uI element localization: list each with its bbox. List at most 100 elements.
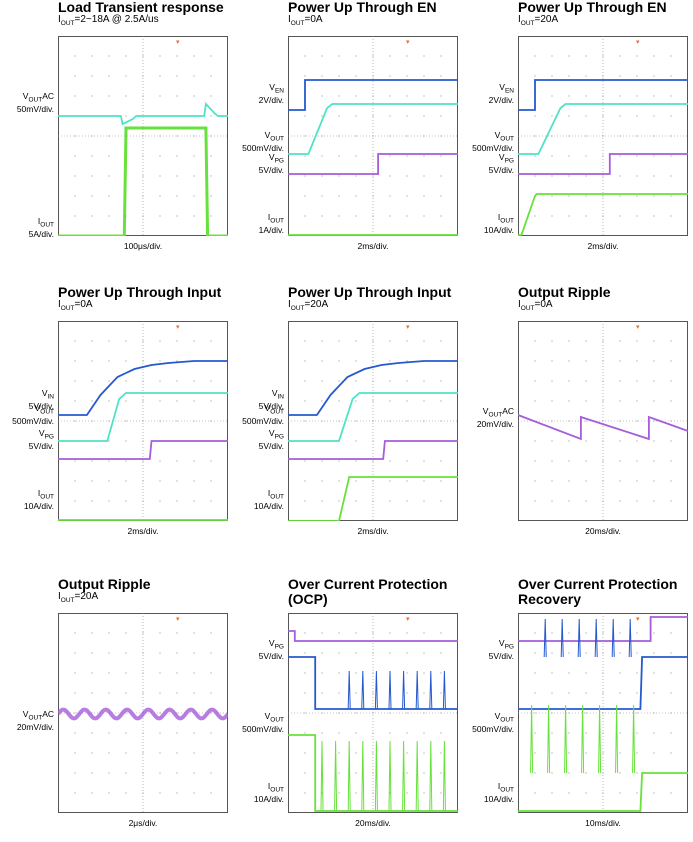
grid-dot xyxy=(91,195,93,197)
grid-dot xyxy=(585,115,587,117)
grid-dot xyxy=(321,195,323,197)
grid-dot xyxy=(108,360,110,362)
trace-spike xyxy=(402,670,406,710)
panel-title-line: Output Ripple xyxy=(518,284,611,300)
grid-dot xyxy=(534,175,536,177)
grid-dot xyxy=(159,75,161,77)
grid-dot xyxy=(406,215,408,217)
channel-scale: 500mV/div. xyxy=(472,142,514,153)
grid-dot xyxy=(619,752,621,754)
grid-dot xyxy=(108,195,110,197)
grid-dot xyxy=(355,95,357,97)
grid-dot xyxy=(534,480,536,482)
grid-dot xyxy=(159,732,161,734)
grid-dot xyxy=(125,672,127,674)
grid-dot xyxy=(304,420,306,422)
panel-title-line: Power Up Through Input xyxy=(58,284,222,300)
grid-dot xyxy=(321,175,323,177)
grid-dot xyxy=(440,380,442,382)
grid-dot xyxy=(91,215,93,217)
grid-dot xyxy=(670,55,672,57)
grid-dot xyxy=(176,135,178,137)
grid-dot xyxy=(125,460,127,462)
grid-dot xyxy=(74,480,76,482)
grid-dot xyxy=(338,55,340,57)
grid-dot xyxy=(636,420,638,422)
grid-dot xyxy=(159,692,161,694)
grid-dot xyxy=(619,380,621,382)
grid-dot xyxy=(321,732,323,734)
grid-dot xyxy=(125,712,127,714)
grid-dot xyxy=(108,215,110,217)
panel-subtitle: IOUT=0A xyxy=(518,299,553,312)
channel-name: IOUT xyxy=(37,216,54,229)
grid-dot xyxy=(568,95,570,97)
grid-dot xyxy=(91,95,93,97)
grid-dot xyxy=(619,792,621,794)
scope-display: ▾ xyxy=(58,36,228,236)
grid-dot xyxy=(338,215,340,217)
grid-dot xyxy=(321,400,323,402)
grid-dot xyxy=(210,195,212,197)
grid-dot xyxy=(389,155,391,157)
channel-scale: 10A/div. xyxy=(253,793,284,804)
trace-blue xyxy=(58,360,228,416)
grid-dot xyxy=(74,672,76,674)
channel-scale: 10A/div. xyxy=(483,793,514,804)
grid-dot xyxy=(670,672,672,674)
scope-plot: ▾ xyxy=(288,36,458,236)
grid-dot xyxy=(619,55,621,57)
grid-dot xyxy=(193,75,195,77)
grid-dot xyxy=(176,175,178,177)
grid-dot xyxy=(423,380,425,382)
grid-dot xyxy=(585,360,587,362)
grid-dot xyxy=(321,500,323,502)
grid-dot xyxy=(423,95,425,97)
scope-panel: Output Ripple IOUT=0A ▾ VOUTAC 20mV/div. 20ms… xyxy=(477,284,693,550)
timebase-label: 2ms/div. xyxy=(357,526,389,536)
grid-dot xyxy=(193,692,195,694)
panel-subtitle: IOUT=20A xyxy=(518,14,559,27)
trace-spike xyxy=(543,618,547,658)
scope-plot: ▾ xyxy=(518,613,688,813)
grid-dot xyxy=(636,672,638,674)
grid-dot xyxy=(355,712,357,714)
scope-display: ▾ xyxy=(58,321,228,521)
channel-scale: 10A/div. xyxy=(23,500,54,511)
scope-display: ▾ xyxy=(288,613,458,813)
trace-cyan xyxy=(518,103,688,155)
grid-dot xyxy=(176,55,178,57)
channel-label: VIN 5V/div. xyxy=(0,389,54,411)
grid-dot xyxy=(74,752,76,754)
trigger-marker: ▾ xyxy=(176,39,180,46)
channel-label: VOUT 500mV/div. xyxy=(228,404,284,426)
channel-scale: 500mV/div. xyxy=(242,142,284,153)
grid-dot xyxy=(389,632,391,634)
grid-dot xyxy=(304,155,306,157)
grid-dot xyxy=(670,440,672,442)
grid-dot xyxy=(159,175,161,177)
grid-dot xyxy=(159,195,161,197)
grid-dot xyxy=(568,632,570,634)
trace-spike xyxy=(388,670,392,710)
grid-dot xyxy=(585,772,587,774)
grid-dot xyxy=(338,400,340,402)
grid-dot xyxy=(355,480,357,482)
channel-name: VPG xyxy=(268,428,284,441)
grid-dot xyxy=(125,632,127,634)
grid-dot xyxy=(440,95,442,97)
grid-dot xyxy=(74,215,76,217)
grid-dot xyxy=(176,95,178,97)
trace-blue xyxy=(288,656,458,710)
grid-dot xyxy=(585,632,587,634)
grid-dot xyxy=(125,692,127,694)
grid-dot xyxy=(653,652,655,654)
grid-dot xyxy=(210,752,212,754)
grid-dot xyxy=(406,195,408,197)
grid-dot xyxy=(304,195,306,197)
grid-dot xyxy=(636,360,638,362)
grid-dot xyxy=(551,440,553,442)
grid-dot xyxy=(372,752,374,754)
grid-dot xyxy=(653,215,655,217)
grid-dot xyxy=(602,400,604,402)
